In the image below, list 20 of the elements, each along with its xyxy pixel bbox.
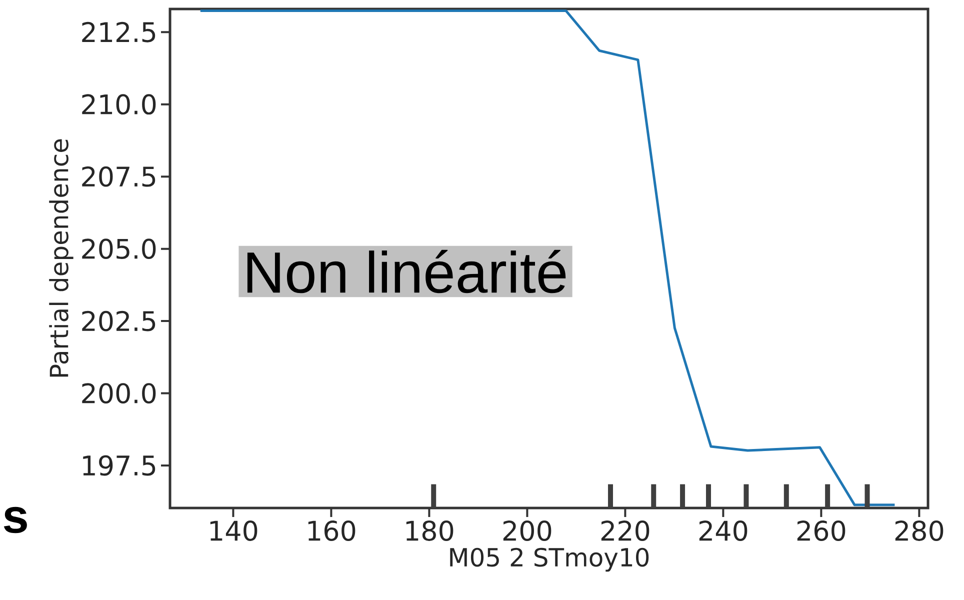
y-axis-title: Partial dependence (49, 139, 74, 377)
x-axis-title: M05 2 STmoy10 (450, 548, 649, 572)
y-tick-label: 202.5 (82, 310, 156, 332)
x-tick-label: 280 (895, 520, 944, 541)
y-tick-label: 212.5 (82, 22, 156, 42)
y-tick-label: 205.0 (82, 238, 156, 260)
x-tick-label: 260 (797, 520, 846, 541)
y-tick-label: 200.0 (82, 383, 156, 404)
text: s (4, 506, 27, 534)
x-tick-label: 200 (503, 520, 552, 541)
x-tick-label: 160 (308, 520, 356, 541)
annotation: Non linéarité (247, 250, 566, 294)
x-tick-label: 180 (406, 520, 454, 541)
y-tick-label: 210.0 (82, 94, 156, 115)
x-tick-label: 220 (601, 520, 650, 541)
x-tick-label: 140 (210, 520, 258, 541)
x-tick-label: 240 (699, 520, 748, 541)
y-tick-label: 207.5 (82, 166, 156, 187)
line-series (199, 9, 896, 506)
y-tick-label: 197.5 (83, 455, 156, 476)
